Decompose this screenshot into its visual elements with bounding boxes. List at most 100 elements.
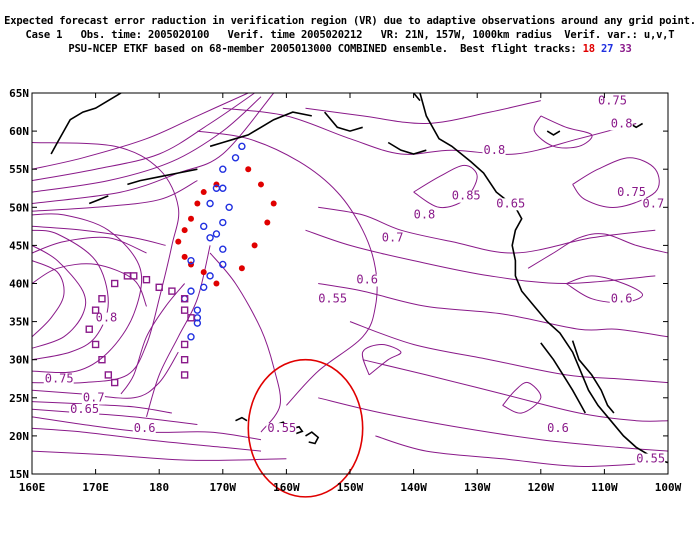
coastline-segment <box>387 141 427 155</box>
track-33-point <box>180 306 189 314</box>
contour-labels: 0.350.40.450.50.550.60.650.70.750.70.650… <box>43 93 666 466</box>
contour-label-bg <box>412 209 436 222</box>
track-33-point <box>180 340 189 349</box>
track-27-point <box>206 234 214 242</box>
track-18-point <box>200 189 207 196</box>
track-27-label: 27 <box>600 43 614 55</box>
header-ensemble-line: PSU-NCEP ETKF based on 68-member 2005013… <box>0 42 700 56</box>
lat-tick-label: 35N <box>9 316 29 329</box>
track-33-point <box>85 325 93 333</box>
lon-tick-label: 120W <box>528 481 555 494</box>
track-18-point <box>213 280 220 287</box>
verification-region-circle <box>247 358 364 498</box>
track-33-point <box>123 272 132 280</box>
contour-label: 0.55 <box>318 292 347 306</box>
track-27-point <box>231 154 240 162</box>
lon-tick-label: 180 <box>149 481 169 494</box>
vr-circle <box>247 358 364 498</box>
lat-tick-label: 60N <box>9 125 29 138</box>
coastline-segment <box>305 431 320 445</box>
contour-line <box>197 130 378 406</box>
coastline-segment <box>412 93 421 102</box>
lat-tick-label: 30N <box>9 354 29 367</box>
lat-tick-label: 25N <box>9 392 29 405</box>
contour-line <box>32 408 198 425</box>
contour-line <box>305 229 656 285</box>
header-ensemble-text: PSU-NCEP ETKF based on 68-member 2005013… <box>68 43 577 55</box>
contour-line <box>32 263 147 307</box>
lon-tick-label: 110W <box>591 481 618 494</box>
track-27-point <box>212 230 221 238</box>
contour-line <box>32 401 172 414</box>
coastline-segment <box>209 111 312 148</box>
contour-line <box>32 244 87 349</box>
contour-line <box>32 93 249 170</box>
contour-label: 0.8 <box>96 311 118 325</box>
contour-label: 0.75 <box>598 93 627 107</box>
track-27-point <box>225 203 233 212</box>
track-27-point <box>219 260 227 269</box>
lon-tick-label: 130W <box>464 481 491 494</box>
track-18-point <box>264 219 271 226</box>
coastline-segment <box>235 416 248 422</box>
track-33-point <box>91 306 100 314</box>
track-33-point <box>180 356 189 364</box>
contour-line <box>120 283 185 395</box>
contour-label-bg <box>616 186 647 199</box>
contour-label-bg <box>266 423 297 436</box>
contour-label-bg <box>94 312 118 325</box>
contour-line <box>318 397 668 452</box>
contour-line <box>32 450 287 461</box>
contour-label: 0.55 <box>267 421 296 435</box>
contour-label-bg <box>482 144 506 157</box>
contour-label: 0.6 <box>134 421 156 435</box>
track-27-point <box>187 256 195 265</box>
lon-tick-label: 100W <box>655 481 682 494</box>
figure-header: Expected forecast error raduction in ver… <box>0 14 700 56</box>
coastline-segment <box>88 195 109 205</box>
contour-label-bg <box>317 293 348 306</box>
track-18-point <box>238 265 245 272</box>
contour-label: 0.65 <box>70 402 99 416</box>
contour-label: 0.7 <box>643 196 665 210</box>
coastline-segment <box>546 130 561 136</box>
contour-label: 0.75 <box>617 185 646 199</box>
track-27-point <box>219 245 227 253</box>
contour-line <box>318 283 668 338</box>
lat-tick-label: 55N <box>9 163 29 176</box>
track-27-point <box>187 287 195 295</box>
contour-label: 0.85 <box>452 189 481 203</box>
contour-line <box>32 93 255 182</box>
contour-label-bg <box>355 274 379 287</box>
contour-label: 0.6 <box>356 273 378 287</box>
track-27-point <box>200 222 208 231</box>
contour-line <box>146 245 211 418</box>
contour-label-bg <box>597 95 628 108</box>
contour-line <box>502 381 542 414</box>
track-33-point <box>155 283 163 292</box>
contour-line <box>32 229 109 361</box>
track-18-point <box>245 166 252 173</box>
track-33-point <box>98 356 106 364</box>
track-27-point <box>200 283 208 292</box>
contour-label-bg <box>81 392 105 405</box>
track-27-point <box>212 184 221 192</box>
track-27-point <box>180 295 189 303</box>
track-18-point <box>251 242 258 249</box>
track-18-label: 18 <box>582 43 595 55</box>
coastline-segment <box>540 342 587 414</box>
track-33-point <box>168 287 176 295</box>
contour-label-bg <box>495 198 526 211</box>
track-18-point <box>200 269 207 276</box>
contour-lines <box>32 93 668 467</box>
coastline-segment <box>50 93 122 155</box>
lat-tick-label: 40N <box>9 278 29 291</box>
lon-tick-label: 170W <box>210 481 237 494</box>
coastline <box>50 93 668 464</box>
track-18-point <box>181 227 188 234</box>
contour-line <box>361 343 402 376</box>
track-18-point <box>181 253 188 260</box>
header-case-line: Case 1 Obs. time: 2005020100 Verif. time… <box>25 29 675 41</box>
track-27-point <box>206 272 214 280</box>
